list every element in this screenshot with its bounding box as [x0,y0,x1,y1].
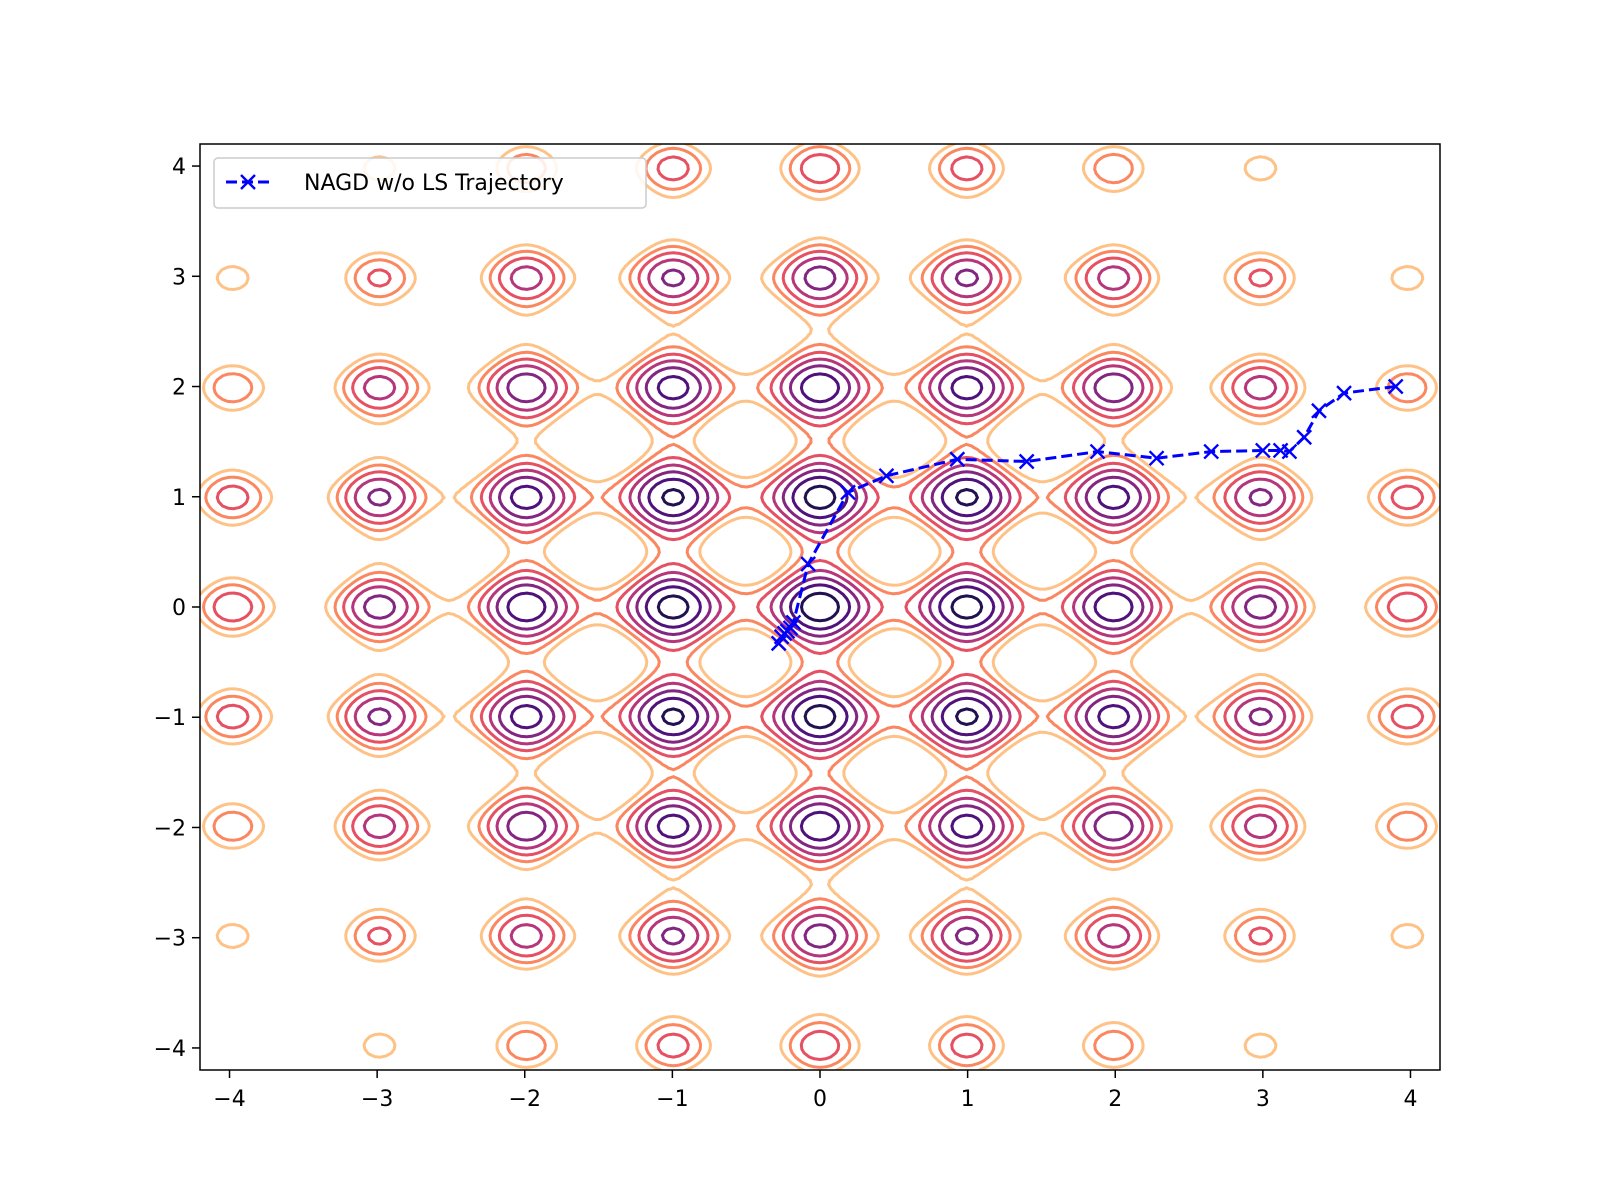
y-tick-label: −2 [154,816,186,841]
contour-level-15 [351,256,1289,958]
y-tick-label: 2 [172,376,186,401]
data-point [1311,402,1327,419]
y-tick-label: 1 [172,486,186,511]
data-point [1296,429,1313,446]
x-axis: −4 −3 −2 −1 0 1 2 3 4 [213,1070,1417,1112]
legend-marker [240,174,256,190]
data-point [1089,443,1106,460]
legend-box [213,157,647,209]
y-tick-label: 4 [172,155,186,180]
data-point [1148,450,1165,467]
contour-level-11 [362,265,1278,949]
x-tick-label: 4 [1403,1087,1417,1112]
x-tick-label: −2 [509,1087,541,1112]
data-point [1387,378,1404,395]
x-tick-label: 0 [813,1087,827,1112]
x-tick-label: −3 [361,1087,393,1112]
contour-level-27 [200,144,1440,1070]
data-point [1018,453,1035,470]
legend-label: NAGD w/o LS Trajectory [304,171,564,196]
data-point [1203,443,1220,460]
legend: NAGD w/o LS Trajectory [213,157,647,209]
contour-lines [200,144,1440,1070]
contour-level-23 [202,145,1438,1069]
data-point [878,467,895,484]
data-point [770,635,787,652]
data-point [840,484,856,501]
y-tick-label: 0 [172,596,186,621]
data-point [1272,442,1289,459]
y-tick-label: 3 [172,265,186,290]
x-tick-label: −4 [213,1087,245,1112]
data-point [949,451,966,468]
y-tick-label: −4 [154,1037,186,1062]
data-point [800,556,817,572]
contour-level-7 [506,372,1134,842]
data-point [1255,442,1271,459]
x-tick-label: 1 [961,1087,975,1112]
x-tick-label: 2 [1108,1087,1122,1112]
contour-level-3 [656,484,984,730]
x-tick-label: −1 [656,1087,688,1112]
data-point [1336,385,1352,401]
y-tick-label: −1 [154,706,186,731]
y-tick-label: −3 [154,927,186,952]
x-tick-label: 3 [1256,1087,1270,1112]
contour-level-19 [212,153,1428,1061]
y-axis: −4 −3 −2 −1 0 1 2 3 4 [154,155,200,1062]
trajectory-series [770,378,1404,652]
